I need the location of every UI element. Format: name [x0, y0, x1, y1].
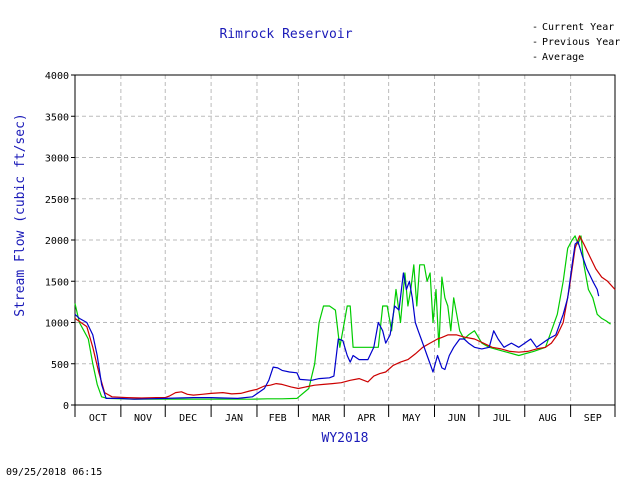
series-line-average [74, 235, 616, 399]
timestamp: 09/25/2018 06:15 [6, 467, 102, 478]
x-tick-label-nov: NOV [134, 413, 152, 424]
x-tick-label-jun: JUN [448, 413, 466, 424]
legend-label: Current Year [542, 22, 614, 33]
axis-ticks: 0 500 1000 1500 2000 2500 3000 3500 4000 OCT NOV DE… [45, 71, 616, 424]
y-tick-label: 3000 [45, 154, 69, 165]
y-tick-label: 3500 [45, 112, 69, 123]
x-tick-label-aug: AUG [539, 413, 557, 424]
y-tick-label: 1500 [45, 277, 69, 288]
y-tick-label: 500 [51, 360, 69, 371]
x-tick-label-jan: JAN [225, 413, 243, 424]
legend-swatch: - [532, 22, 538, 33]
legend-swatch: - [532, 52, 538, 63]
x-tick-label-jul: JUL [493, 413, 511, 424]
x-tick-label-feb: FEB [269, 413, 287, 424]
series-line-previous-year [74, 235, 611, 400]
y-tick-label: 2000 [45, 236, 69, 247]
legend: - Current Year- Previous Year- Average [532, 22, 620, 63]
x-tick-label-may: MAY [403, 413, 421, 424]
x-tick-label-mar: MAR [312, 413, 331, 424]
x-axis-label: WY2018 [322, 431, 369, 446]
legend-label: Previous Year [542, 37, 620, 48]
legend-swatch: - [532, 37, 538, 48]
y-axis-label: Stream Flow (cubic ft/sec) [13, 113, 28, 317]
grid-lines [75, 75, 615, 405]
x-tick-label-sep: SEP [584, 413, 602, 424]
x-tick-label-oct: OCT [89, 413, 107, 424]
series-line-current-year [74, 241, 600, 400]
y-tick-label: 0 [63, 401, 69, 412]
x-tick-label-dec: DEC [179, 413, 197, 424]
chart-title: Rimrock Reservoir [219, 27, 352, 42]
series-layer [74, 235, 616, 400]
y-tick-label: 2500 [45, 195, 69, 206]
y-tick-label: 4000 [45, 71, 69, 82]
legend-label: Average [542, 52, 584, 63]
y-tick-label: 1000 [45, 319, 69, 330]
x-tick-label-apr: APR [357, 413, 376, 424]
